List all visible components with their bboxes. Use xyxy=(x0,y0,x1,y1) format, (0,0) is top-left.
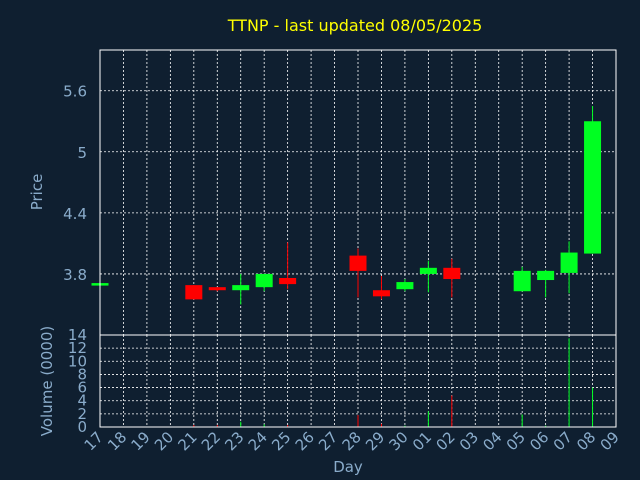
candle-body xyxy=(349,255,367,271)
volume-tick-label: 6 xyxy=(77,379,87,397)
candle-body xyxy=(584,121,602,254)
candle-body xyxy=(372,290,390,297)
volume-bars xyxy=(193,338,594,427)
chart-title: TTNP - last updated 08/05/2025 xyxy=(227,16,483,35)
candle-body xyxy=(232,285,250,291)
volume-axis-label: Volume (0000) xyxy=(38,326,56,436)
price-tick-label: 4.4 xyxy=(63,205,87,223)
volume-plot-frame xyxy=(99,334,617,428)
candle-body xyxy=(419,267,437,274)
volume-tick-label: 12 xyxy=(68,339,87,357)
day-tick-labels: 1718192021222324252627282930010203040506… xyxy=(81,428,623,454)
price-tick-label: 3.8 xyxy=(63,266,87,284)
candle-body xyxy=(537,270,555,281)
volume-tick-label: 8 xyxy=(77,365,87,383)
candle-body xyxy=(255,273,273,288)
candle-body xyxy=(560,252,578,273)
price-tick-label: 5 xyxy=(77,144,87,162)
price-axis-label: Price xyxy=(28,174,46,211)
volume-tick-label: 2 xyxy=(77,405,87,423)
candle-body xyxy=(396,282,414,290)
volume-gridlines xyxy=(99,334,617,428)
volume-tick-label: 10 xyxy=(68,352,87,370)
candle-body xyxy=(513,270,531,292)
candle-body xyxy=(185,285,203,300)
volume-tick-label: 14 xyxy=(68,326,87,344)
candle-body xyxy=(443,267,461,280)
volume-tick-label: 4 xyxy=(77,392,87,410)
volume-tick-label: 0 xyxy=(77,418,87,436)
candle-body xyxy=(208,287,226,291)
candles xyxy=(91,105,602,305)
price-tick-label: 5.6 xyxy=(63,83,87,101)
candle-body xyxy=(279,278,297,285)
x-axis-label: Day xyxy=(333,458,363,476)
price-tick-labels: 3.8 4.4 5 5.6 xyxy=(63,83,87,284)
